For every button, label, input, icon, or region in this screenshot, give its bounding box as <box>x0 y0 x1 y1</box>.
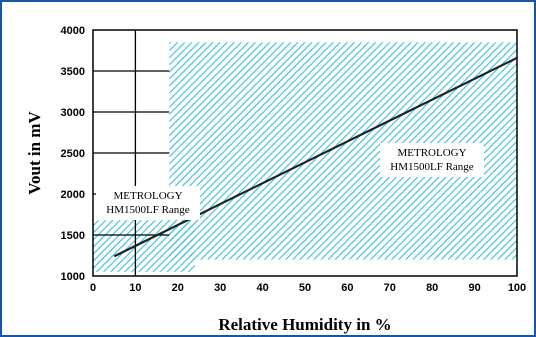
y-tick-2500: 2500 <box>61 148 85 160</box>
x-tick-50: 50 <box>299 282 311 294</box>
x-tick-10: 10 <box>129 282 141 294</box>
region-label-2-bg <box>380 143 484 177</box>
region-labels: METROLOGY HM1500LF Range METROLOGY HM1500LF… <box>96 143 484 220</box>
x-tick-20: 20 <box>172 282 184 294</box>
x-tick-60: 60 <box>341 282 353 294</box>
y-tick-1500: 1500 <box>61 230 85 242</box>
x-tick-0: 0 <box>90 282 96 294</box>
x-tick-40: 40 <box>256 282 268 294</box>
x-axis-title: Relative Humidity in % <box>218 315 391 334</box>
y-tick-3000: 3000 <box>61 107 85 119</box>
x-tick-70: 70 <box>384 282 396 294</box>
series-line-1 <box>113 56 518 258</box>
y-tick-4000: 4000 <box>61 25 85 37</box>
plot-area <box>92 29 518 277</box>
region-label-2-line-1: METROLOGY <box>397 147 466 159</box>
y-tick-1000: 1000 <box>61 271 85 283</box>
x-tick-30: 30 <box>214 282 226 294</box>
x-tick-90: 90 <box>468 282 480 294</box>
x-tick-80: 80 <box>426 282 438 294</box>
region-label-1-line-2: HM1500LF Range <box>106 204 190 216</box>
y-axis-title: Vout in mV <box>25 111 44 195</box>
x-tick-100: 100 <box>508 282 526 294</box>
tick-labels: 0 10 20 30 40 50 60 70 80 90 100 1000 1500 2000 2500 30… <box>61 25 527 294</box>
region-label-1-line-1: METROLOGY <box>113 190 182 202</box>
region-label-1-bg <box>96 186 200 220</box>
y-tick-3500: 3500 <box>61 66 85 78</box>
y-tick-2000: 2000 <box>61 189 85 201</box>
region-label-2-line-2: HM1500LF Range <box>390 161 474 173</box>
series-layer <box>113 56 518 258</box>
